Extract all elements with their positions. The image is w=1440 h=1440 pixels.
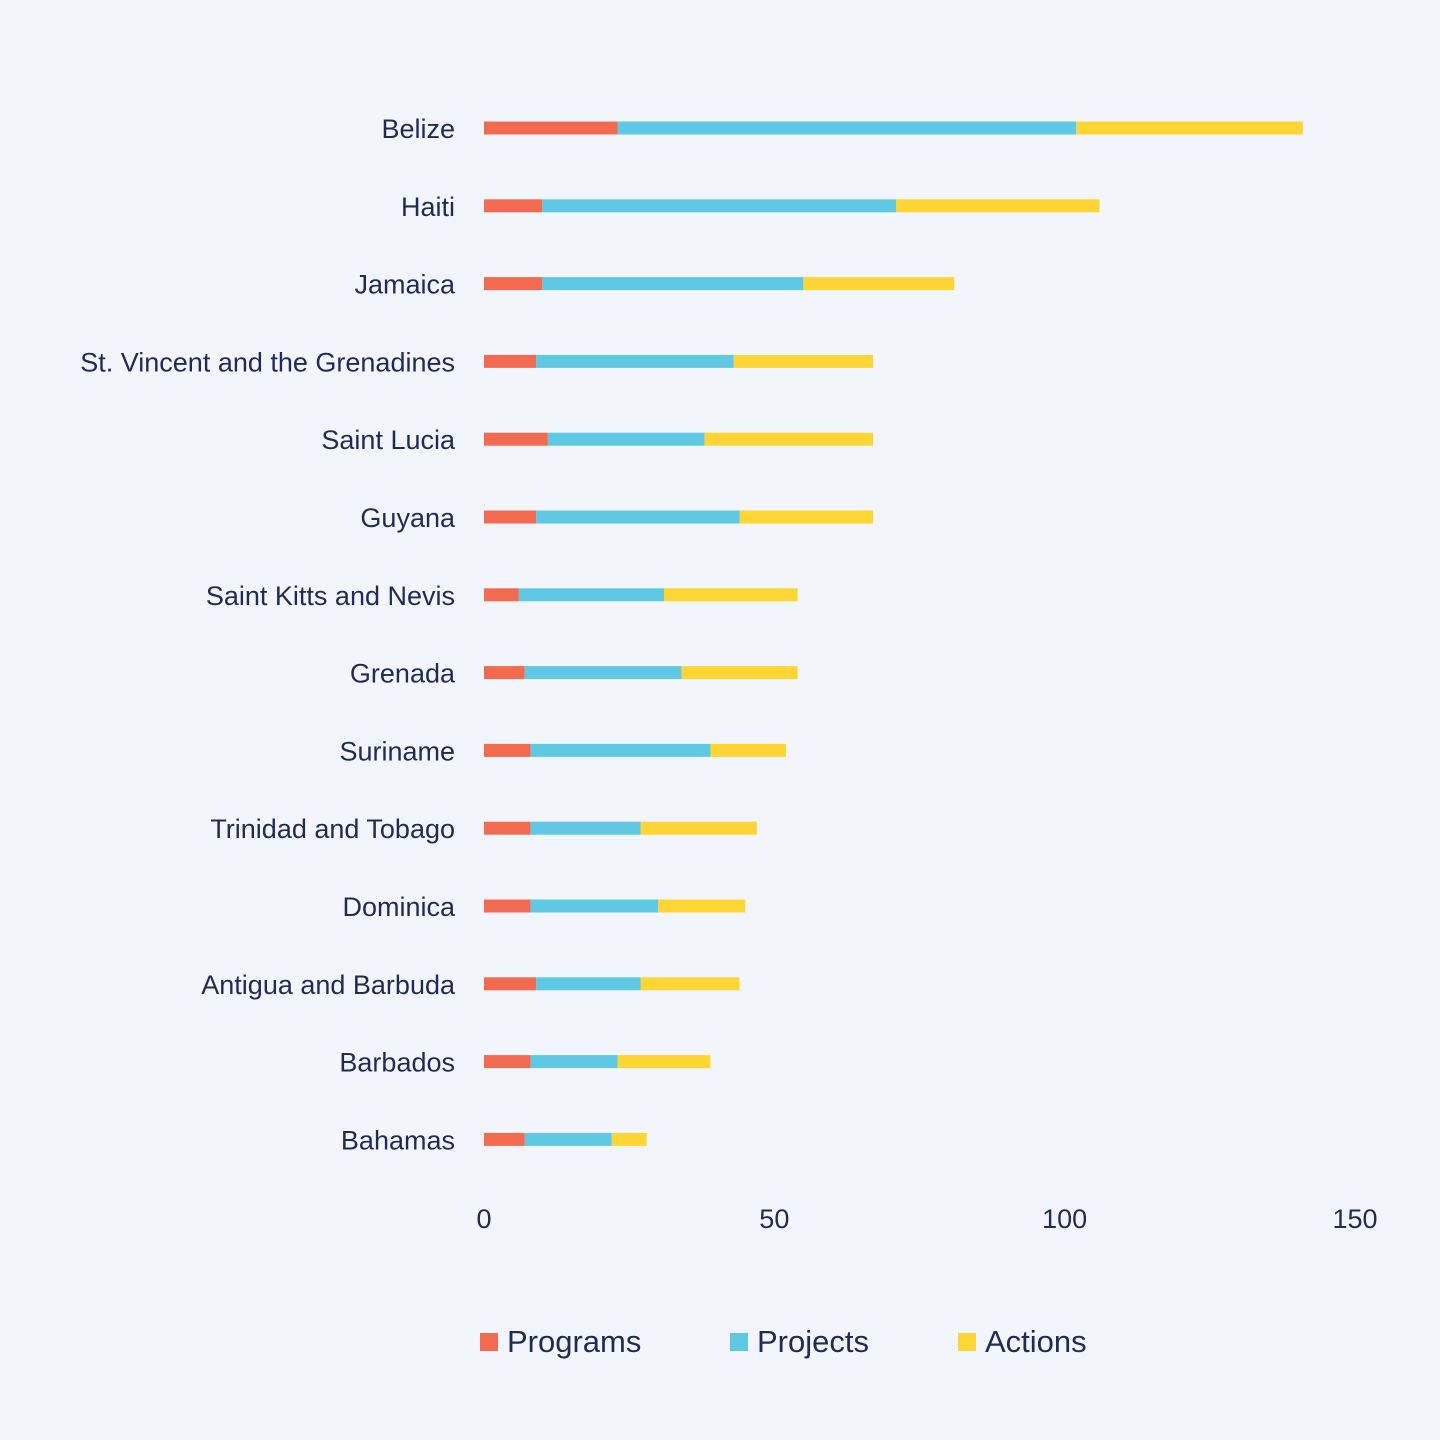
bar-projects: [524, 666, 682, 680]
bar-actions: [611, 1132, 647, 1146]
bar-programs: [484, 588, 519, 602]
category-label: Suriname: [339, 736, 455, 766]
legend-label: Projects: [757, 1324, 869, 1359]
bar-actions: [704, 432, 874, 446]
bar-programs: [484, 821, 531, 835]
category-label: Bahamas: [341, 1125, 455, 1155]
legend-label: Programs: [507, 1324, 641, 1359]
bar-projects: [530, 743, 711, 757]
bar-projects: [536, 510, 740, 524]
bar-programs: [484, 1132, 525, 1146]
category-label: Barbados: [339, 1048, 455, 1078]
category-label: Guyana: [360, 503, 456, 533]
bar-projects: [530, 1055, 618, 1069]
bar-programs: [484, 277, 543, 291]
bar-actions: [640, 821, 757, 835]
bar-actions: [1076, 121, 1303, 135]
bar-programs: [484, 510, 537, 524]
category-label: Saint Lucia: [321, 425, 456, 455]
bar-projects: [617, 121, 1077, 135]
bar-projects: [524, 1132, 612, 1146]
bar-actions: [710, 743, 786, 757]
x-tick-label: 50: [759, 1204, 789, 1234]
bar-programs: [484, 977, 537, 991]
category-label: Antigua and Barbuda: [201, 970, 456, 1000]
bar-actions: [896, 199, 1100, 213]
bar-programs: [484, 899, 531, 913]
category-label: Saint Kitts and Nevis: [206, 581, 455, 611]
bar-programs: [484, 432, 548, 446]
bar-programs: [484, 199, 543, 213]
x-tick-label: 150: [1332, 1204, 1377, 1234]
bar-actions: [664, 588, 798, 602]
bar-projects: [536, 977, 641, 991]
legend-swatch-programs: [480, 1333, 498, 1351]
legend-label: Actions: [985, 1324, 1087, 1359]
x-tick-label: 100: [1042, 1204, 1087, 1234]
bar-programs: [484, 666, 525, 680]
category-label: Grenada: [350, 659, 456, 689]
category-label: Dominica: [342, 892, 456, 922]
bar-projects: [518, 588, 665, 602]
bar-programs: [484, 121, 618, 135]
bar-projects: [536, 354, 734, 368]
legend-swatch-actions: [958, 1333, 976, 1351]
bar-programs: [484, 354, 537, 368]
bar-actions: [640, 977, 740, 991]
bar-projects: [530, 821, 641, 835]
bar-actions: [658, 899, 746, 913]
x-tick-label: 0: [476, 1204, 491, 1234]
bar-programs: [484, 743, 531, 757]
bar-projects: [542, 199, 897, 213]
bar-projects: [530, 899, 659, 913]
category-label: Trinidad and Tobago: [210, 814, 455, 844]
category-label: Jamaica: [354, 270, 456, 300]
bar-actions: [739, 510, 874, 524]
bar-actions: [803, 277, 955, 291]
bar-projects: [547, 432, 705, 446]
bar-actions: [681, 666, 798, 680]
category-label: Haiti: [401, 192, 455, 222]
legend-swatch-projects: [730, 1333, 748, 1351]
bar-programs: [484, 1055, 531, 1069]
category-label: St. Vincent and the Grenadines: [80, 347, 455, 377]
bar-projects: [542, 277, 804, 291]
bar-actions: [733, 354, 874, 368]
bar-actions: [617, 1055, 711, 1069]
category-label: Belize: [381, 114, 455, 144]
